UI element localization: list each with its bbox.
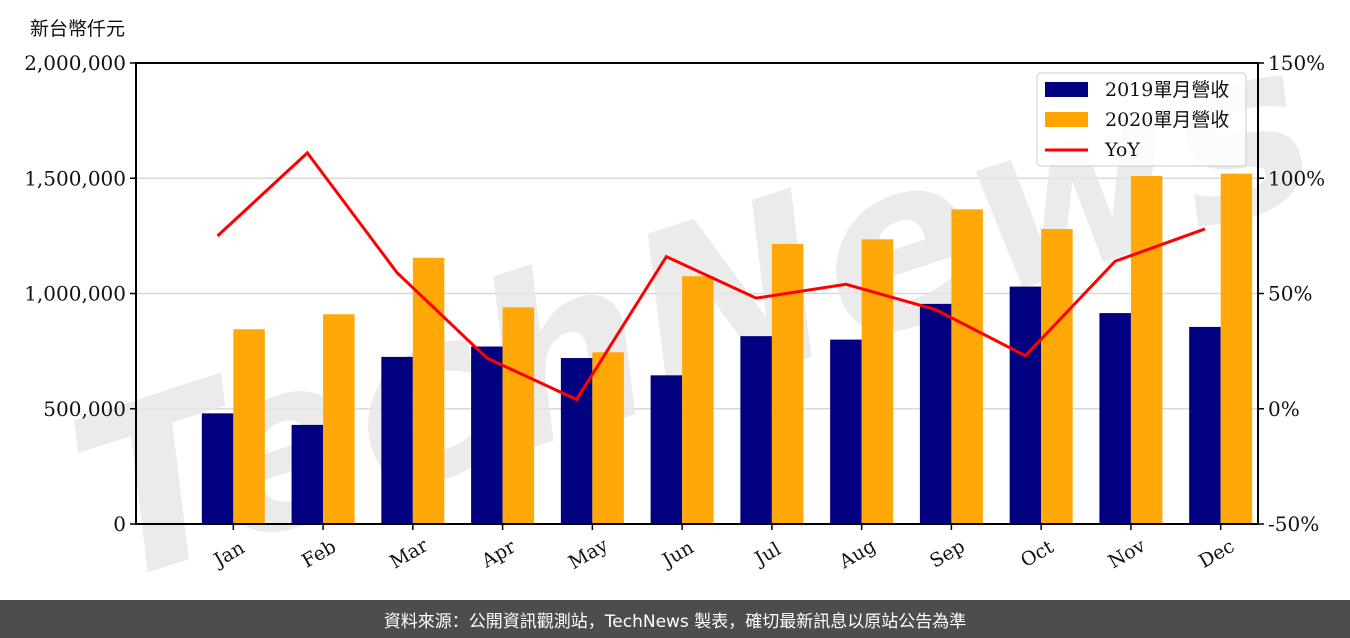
bar-2020 [1130, 175, 1163, 524]
x-tick-label: Apr [477, 535, 520, 572]
x-tick-label: May [565, 534, 612, 574]
bar-2019 [201, 413, 234, 524]
legend-swatch [1045, 112, 1088, 127]
legend-label: YoY [1104, 139, 1140, 161]
y-tick-label: 2,000,000 [24, 51, 126, 75]
bar-2020 [1041, 228, 1073, 524]
bar-2019 [381, 356, 413, 524]
x-tick-label: Sep [926, 535, 969, 572]
bar-2019 [291, 424, 324, 524]
bar-2020 [233, 329, 265, 524]
x-tick-label: Jul [749, 538, 784, 571]
bar-2019 [740, 336, 772, 524]
x-tick-label: Jun [657, 536, 698, 572]
bar-2020 [323, 314, 355, 524]
y-axis-unit-label: 新台幣仟元 [30, 18, 126, 40]
x-tick-label: Dec [1195, 535, 1238, 573]
bar-2019 [471, 346, 503, 524]
bar-2019 [1009, 286, 1042, 524]
bar-2020 [771, 243, 804, 524]
y-tick-label: 0 [113, 512, 126, 536]
x-tick-label: Oct [1017, 536, 1058, 572]
y2-tick-label: 150% [1268, 51, 1325, 75]
bar-2019 [1189, 326, 1221, 524]
bar-2020 [682, 276, 714, 524]
bar-2020 [951, 209, 983, 524]
y2-tick-label: -50% [1268, 512, 1319, 536]
legend-label: 2019單月營收 [1105, 79, 1229, 101]
bar-2019 [919, 303, 952, 524]
y2-tick-label: 100% [1268, 166, 1325, 190]
y2-tick-label: 0% [1268, 397, 1300, 421]
legend-swatch [1045, 82, 1088, 97]
y2-tick-label: 50% [1268, 282, 1312, 306]
bar-2019 [650, 375, 683, 524]
bar-2019 [1099, 313, 1131, 524]
x-tick-label: Nov [1105, 535, 1150, 574]
y-tick-label: 1,000,000 [24, 282, 126, 306]
bar-2019 [830, 339, 862, 524]
bar-2020 [861, 239, 894, 524]
bar-2020 [502, 307, 535, 524]
y-tick-label: 500,000 [43, 397, 126, 421]
bar-2020 [1220, 173, 1253, 524]
legend-label: 2020單月營收 [1105, 109, 1229, 131]
bar-2019 [560, 358, 593, 524]
bar-2020 [412, 257, 445, 524]
source-footer: 資料來源：公開資訊觀測站，TechNews 製表，確切最新訊息以原站公告為準 [0, 600, 1350, 638]
y-tick-label: 1,500,000 [24, 166, 126, 190]
bar-2020 [592, 352, 624, 524]
legend: 2019單月營收 2020單月營收 YoY [1036, 72, 1247, 167]
x-tick-label: Aug [835, 535, 880, 574]
yoy-line [216, 150, 1206, 402]
